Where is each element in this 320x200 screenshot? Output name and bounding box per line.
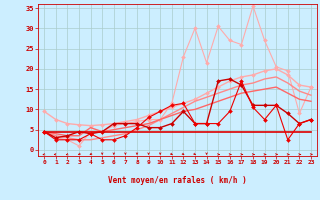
X-axis label: Vent moyen/en rafales ( km/h ): Vent moyen/en rafales ( km/h ): [108, 176, 247, 185]
